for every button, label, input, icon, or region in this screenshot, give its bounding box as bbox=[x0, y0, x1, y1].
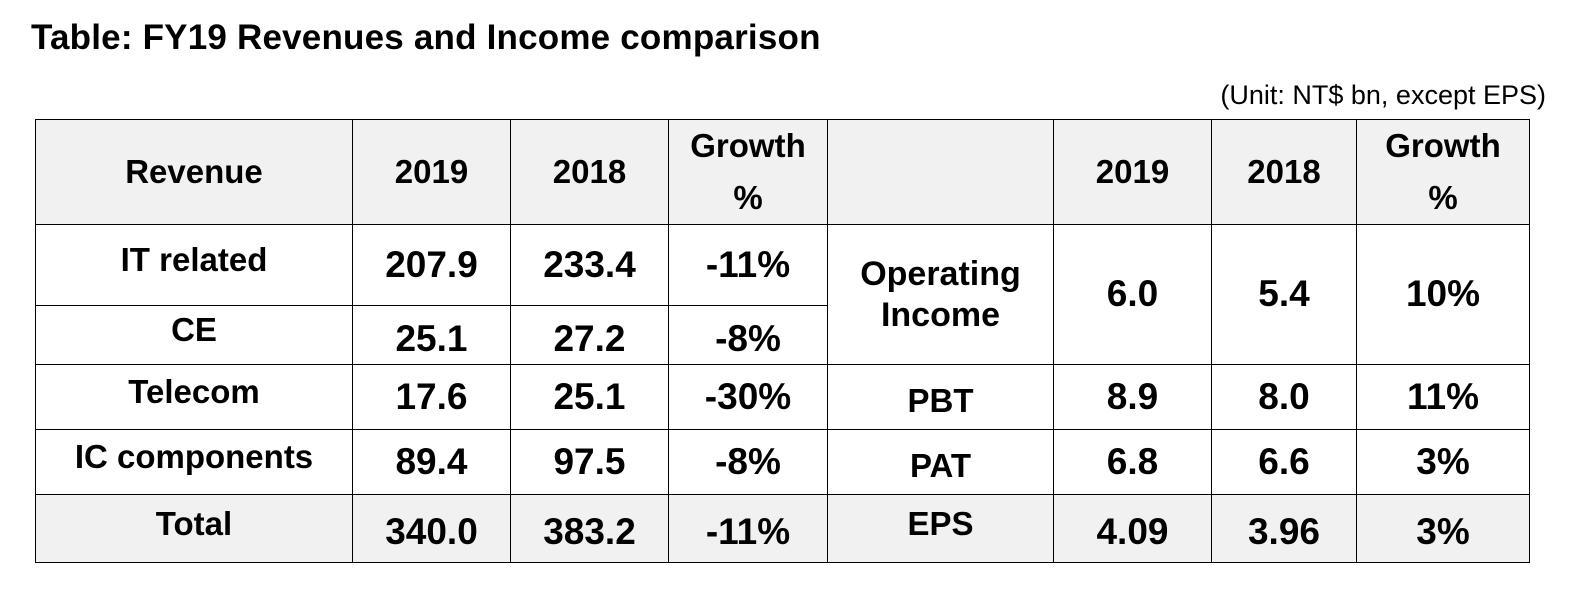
table-row: IT related 207.9 233.4 -11% Operating In… bbox=[35, 224, 1530, 365]
income-label: PAT bbox=[827, 429, 1054, 495]
header-growth-left: Growth % bbox=[668, 119, 828, 225]
revenue-income-table: Revenue 2019 2018 Growth % 2019 2018 Gro… bbox=[35, 119, 1530, 563]
income-2019: 6.8 bbox=[1053, 429, 1212, 495]
revenue-2019-total: 340.0 bbox=[352, 494, 511, 563]
income-label-line2: Income bbox=[880, 295, 1001, 334]
table-title: Table: FY19 Revenues and Income comparis… bbox=[31, 18, 821, 57]
header-revenue: Revenue bbox=[35, 119, 353, 225]
income-growth: 11% bbox=[1356, 364, 1530, 430]
eps-growth: 3% bbox=[1356, 494, 1530, 563]
header-growth-right: Growth % bbox=[1356, 119, 1530, 225]
income-label: PBT bbox=[827, 364, 1054, 430]
unit-note: (Unit: NT$ bn, except EPS) bbox=[1220, 80, 1546, 110]
income-2018: 6.6 bbox=[1211, 429, 1357, 495]
header-growth-right-line1: Growth bbox=[1385, 127, 1501, 164]
header-2019-left: 2019 bbox=[352, 119, 511, 225]
revenue-label: IT related bbox=[35, 224, 353, 306]
income-label-line1: Operating bbox=[860, 254, 1021, 293]
revenue-label: Telecom bbox=[35, 364, 353, 430]
revenue-2018: 233.4 bbox=[510, 224, 669, 306]
header-blank bbox=[827, 119, 1054, 225]
income-growth: 10% bbox=[1356, 224, 1530, 365]
table-row: Telecom 17.6 25.1 -30% PBT 8.9 8.0 11% bbox=[35, 364, 1530, 430]
revenue-growth: -11% bbox=[668, 224, 828, 306]
header-2018-right: 2018 bbox=[1211, 119, 1357, 225]
revenue-2019: 207.9 bbox=[352, 224, 511, 306]
table-row: IC components 89.4 97.5 -8% PAT 6.8 6.6 … bbox=[35, 429, 1530, 495]
header-2019-right: 2019 bbox=[1053, 119, 1212, 225]
revenue-growth: -30% bbox=[668, 364, 828, 430]
revenue-2019: 89.4 bbox=[352, 429, 511, 495]
header-growth-left-line2: % bbox=[733, 179, 763, 216]
income-2018: 8.0 bbox=[1211, 364, 1357, 430]
header-growth-right-line2: % bbox=[1428, 179, 1458, 216]
revenue-2018: 25.1 bbox=[510, 364, 669, 430]
revenue-label: IC components bbox=[35, 429, 353, 495]
income-label-eps: EPS bbox=[827, 494, 1054, 563]
revenue-2018: 97.5 bbox=[510, 429, 669, 495]
eps-2019: 4.09 bbox=[1053, 494, 1212, 563]
revenue-2018-total: 383.2 bbox=[510, 494, 669, 563]
revenue-2019: 17.6 bbox=[352, 364, 511, 430]
revenue-growth-total: -11% bbox=[668, 494, 828, 563]
header-2018-left: 2018 bbox=[510, 119, 669, 225]
revenue-2018: 27.2 bbox=[510, 305, 669, 365]
revenue-2019: 25.1 bbox=[352, 305, 511, 365]
income-2019: 8.9 bbox=[1053, 364, 1212, 430]
revenue-growth: -8% bbox=[668, 305, 828, 365]
eps-2018: 3.96 bbox=[1211, 494, 1357, 563]
total-row: Total 340.0 383.2 -11% EPS 4.09 3.96 3% bbox=[35, 494, 1530, 563]
revenue-growth: -8% bbox=[668, 429, 828, 495]
income-2018: 5.4 bbox=[1211, 224, 1357, 365]
header-growth-left-line1: Growth bbox=[690, 127, 806, 164]
income-label-operating-income: Operating Income bbox=[827, 224, 1054, 365]
income-2019: 6.0 bbox=[1053, 224, 1212, 365]
income-growth: 3% bbox=[1356, 429, 1530, 495]
revenue-label: CE bbox=[35, 305, 353, 365]
revenue-label-total: Total bbox=[35, 494, 353, 563]
header-row: Revenue 2019 2018 Growth % 2019 2018 Gro… bbox=[35, 119, 1530, 225]
